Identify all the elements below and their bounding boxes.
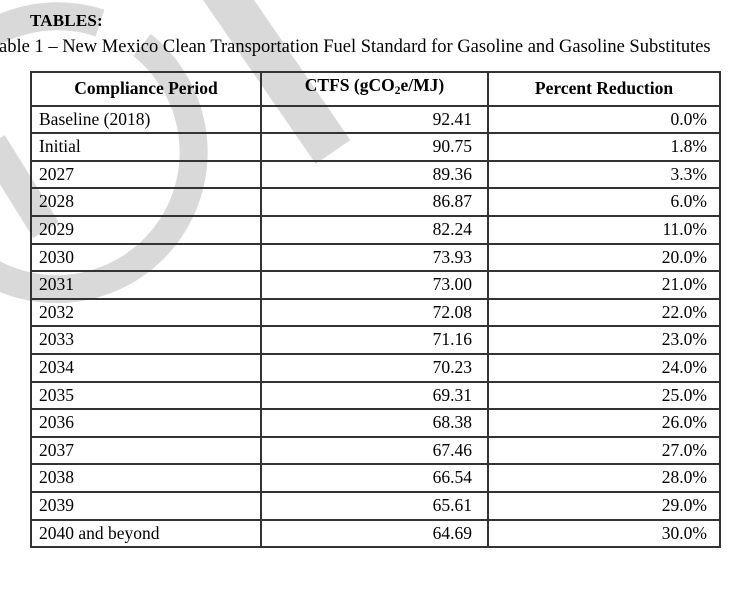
cell-ctfs-value: 71.16 xyxy=(260,325,489,355)
cell-ctfs-value: 92.41 xyxy=(260,104,489,135)
cell-compliance-period: 2037 xyxy=(30,435,262,466)
table-row: 2031 73.00 21.0% xyxy=(30,270,721,300)
cell-compliance-period: 2034 xyxy=(30,352,262,383)
cell-percent-reduction: 11.0% xyxy=(487,214,721,245)
cell-percent-reduction: 22.0% xyxy=(487,297,721,328)
cell-compliance-period: 2027 xyxy=(30,159,262,190)
table-row: Baseline (2018) 92.41 0.0% xyxy=(30,104,721,135)
table-row: 2032 72.08 22.0% xyxy=(30,297,721,328)
cell-ctfs-value: 89.36 xyxy=(260,159,489,190)
table-row: 2030 73.93 20.0% xyxy=(30,242,721,273)
table-row: 2033 71.16 23.0% xyxy=(30,325,721,355)
cell-compliance-period: 2032 xyxy=(30,297,262,328)
cell-ctfs-value: 65.61 xyxy=(260,490,489,521)
cell-ctfs-value: 82.24 xyxy=(260,214,489,245)
cell-ctfs-value: 66.54 xyxy=(260,463,489,493)
ctfs-header-prefix: CTFS (gCO xyxy=(304,75,395,95)
cell-ctfs-value: 86.87 xyxy=(260,187,489,217)
cell-ctfs-value: 72.08 xyxy=(260,297,489,328)
cell-percent-reduction: 1.8% xyxy=(487,132,721,162)
column-header-ctfs: CTFS (gCO2e/MJ) xyxy=(260,71,489,107)
cell-compliance-period: 2036 xyxy=(30,408,262,438)
table-header-row: Compliance Period CTFS (gCO2e/MJ) Percen… xyxy=(30,71,721,107)
cell-percent-reduction: 24.0% xyxy=(487,352,721,383)
cell-ctfs-value: 70.23 xyxy=(260,352,489,383)
table-caption: Table 1 – New Mexico Clean Transportatio… xyxy=(0,37,711,57)
table-row: 2027 89.36 3.3% xyxy=(30,159,721,190)
fuel-standard-table: Compliance Period CTFS (gCO2e/MJ) Percen… xyxy=(30,71,721,549)
cell-compliance-period: Initial xyxy=(30,132,262,162)
table-row: 2036 68.38 26.0% xyxy=(30,408,721,438)
cell-compliance-period: 2033 xyxy=(30,325,262,355)
cell-ctfs-value: 73.00 xyxy=(260,270,489,300)
cell-percent-reduction: 25.0% xyxy=(487,380,721,411)
cell-compliance-period: 2035 xyxy=(30,380,262,411)
cell-compliance-period: 2028 xyxy=(30,187,262,217)
cell-percent-reduction: 29.0% xyxy=(487,490,721,521)
table-row: 2037 67.46 27.0% xyxy=(30,435,721,466)
table-row: 2028 86.87 6.0% xyxy=(30,187,721,217)
cell-ctfs-value: 67.46 xyxy=(260,435,489,466)
table-row: 2035 69.31 25.0% xyxy=(30,380,721,411)
cell-compliance-period: 2031 xyxy=(30,270,262,300)
cell-compliance-period: 2030 xyxy=(30,242,262,273)
cell-percent-reduction: 27.0% xyxy=(487,435,721,466)
ctfs-subscript: 2 xyxy=(394,85,401,97)
cell-percent-reduction: 0.0% xyxy=(487,104,721,135)
cell-percent-reduction: 30.0% xyxy=(487,518,721,549)
table-row: Initial 90.75 1.8% xyxy=(30,132,721,162)
table-row: 2038 66.54 28.0% xyxy=(30,463,721,493)
cell-percent-reduction: 26.0% xyxy=(487,408,721,438)
cell-ctfs-value: 69.31 xyxy=(260,380,489,411)
cell-percent-reduction: 23.0% xyxy=(487,325,721,355)
cell-percent-reduction: 6.0% xyxy=(487,187,721,217)
cell-compliance-period: 2040 and beyond xyxy=(30,518,262,549)
cell-ctfs-value: 64.69 xyxy=(260,518,489,549)
cell-percent-reduction: 28.0% xyxy=(487,463,721,493)
table-body: Baseline (2018) 92.41 0.0% Initial 90.75… xyxy=(30,104,721,549)
table-row: 2029 82.24 11.0% xyxy=(30,214,721,245)
table-row: 2039 65.61 29.0% xyxy=(30,490,721,521)
cell-ctfs-value: 68.38 xyxy=(260,408,489,438)
cell-compliance-period: 2039 xyxy=(30,490,262,521)
cell-ctfs-value: 90.75 xyxy=(260,132,489,162)
cell-percent-reduction: 3.3% xyxy=(487,159,721,190)
cell-compliance-period: 2038 xyxy=(30,463,262,493)
column-header-compliance-period: Compliance Period xyxy=(30,71,262,107)
table-row: 2040 and beyond 64.69 30.0% xyxy=(30,518,721,549)
cell-ctfs-value: 73.93 xyxy=(260,242,489,273)
column-header-percent-reduction: Percent Reduction xyxy=(487,71,721,107)
ctfs-header-suffix: e/MJ) xyxy=(400,75,445,95)
cell-percent-reduction: 20.0% xyxy=(487,242,721,273)
cell-compliance-period: 2029 xyxy=(30,214,262,245)
table-row: 2034 70.23 24.0% xyxy=(30,352,721,383)
tables-heading: TABLES: xyxy=(30,11,103,30)
cell-percent-reduction: 21.0% xyxy=(487,270,721,300)
cell-compliance-period: Baseline (2018) xyxy=(30,104,262,135)
